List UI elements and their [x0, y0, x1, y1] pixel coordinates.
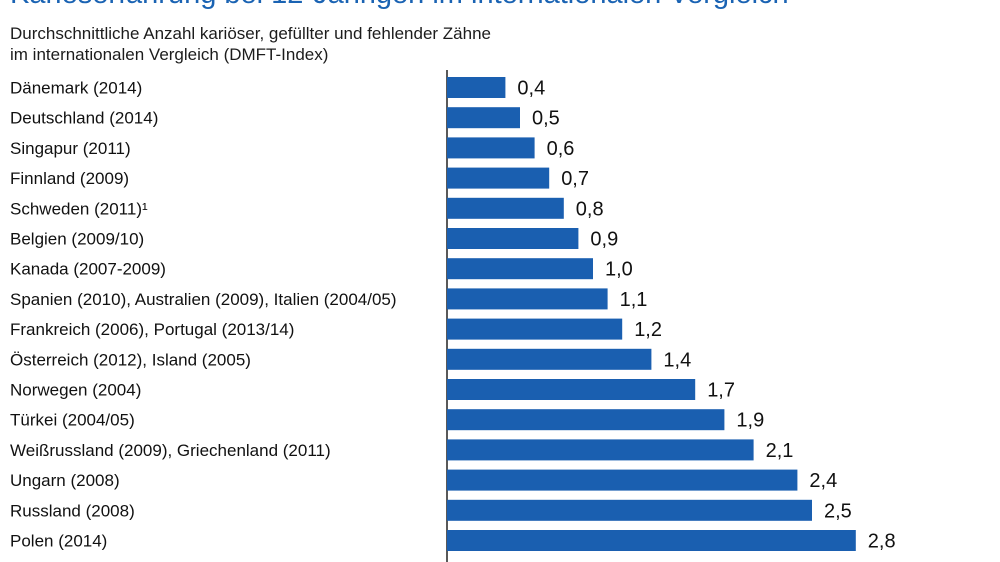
- bar: [447, 228, 579, 249]
- bar: [447, 348, 652, 370]
- value-label: 1,1: [620, 289, 648, 311]
- value-label: 0,8: [576, 198, 604, 220]
- category-label: Weißrussland (2009), Griechenland (2011): [10, 441, 331, 460]
- bar: [447, 439, 754, 461]
- chart-subtitle-line-1: Durchschnittliche Anzahl kariöser, gefül…: [10, 24, 492, 43]
- category-label: Türkei (2004/05): [10, 411, 135, 430]
- value-label: 2,4: [809, 470, 837, 492]
- category-label: Österreich (2012), Island (2005): [10, 350, 251, 369]
- chart-title: Karieserfahrung bei 12-Jährigen im inter…: [10, 0, 789, 11]
- bar: [447, 258, 593, 280]
- value-label: 0,4: [517, 78, 545, 100]
- value-label: 0,6: [547, 138, 575, 160]
- bar: [447, 379, 696, 400]
- bar: [447, 167, 550, 189]
- value-label: 2,8: [868, 531, 896, 553]
- bar: [447, 469, 798, 491]
- value-label: 1,7: [707, 380, 735, 402]
- category-label: Kanada (2007-2009): [10, 260, 166, 279]
- category-label: Belgien (2009/10): [10, 230, 144, 249]
- category-label: Deutschland (2014): [10, 109, 158, 128]
- value-label: 2,5: [824, 500, 852, 522]
- chart-subtitle-line-2: im internationalen Vergleich (DMFT-Index…: [10, 45, 329, 64]
- value-label: 0,5: [532, 108, 560, 130]
- category-label: Finnland (2009): [10, 169, 129, 188]
- value-label: 1,0: [605, 259, 633, 281]
- category-label: Frankreich (2006), Portugal (2013/14): [10, 320, 294, 339]
- bar: [447, 107, 520, 129]
- category-label: Norwegen (2004): [10, 381, 141, 400]
- category-label: Russland (2008): [10, 501, 135, 520]
- value-label: 1,2: [634, 319, 662, 341]
- category-label: Schweden (2011)¹: [10, 199, 148, 218]
- bar: [447, 318, 623, 340]
- category-label: Dänemark (2014): [10, 79, 142, 98]
- category-label: Spanien (2010), Australien (2009), Itali…: [10, 290, 397, 309]
- bar: [447, 288, 608, 310]
- value-label: 0,7: [561, 168, 589, 190]
- bar: [447, 77, 506, 98]
- value-label: 2,1: [766, 440, 794, 462]
- bar: [447, 530, 856, 551]
- bar: [447, 409, 725, 431]
- category-label: Singapur (2011): [10, 139, 131, 158]
- bar: [447, 137, 535, 159]
- bar: [447, 499, 812, 521]
- value-label: 1,4: [663, 349, 691, 371]
- bar: [447, 197, 564, 219]
- category-label: Polen (2014): [10, 532, 107, 551]
- value-label: 0,9: [590, 229, 618, 251]
- category-label: Ungarn (2008): [10, 471, 120, 490]
- value-label: 1,9: [736, 410, 764, 432]
